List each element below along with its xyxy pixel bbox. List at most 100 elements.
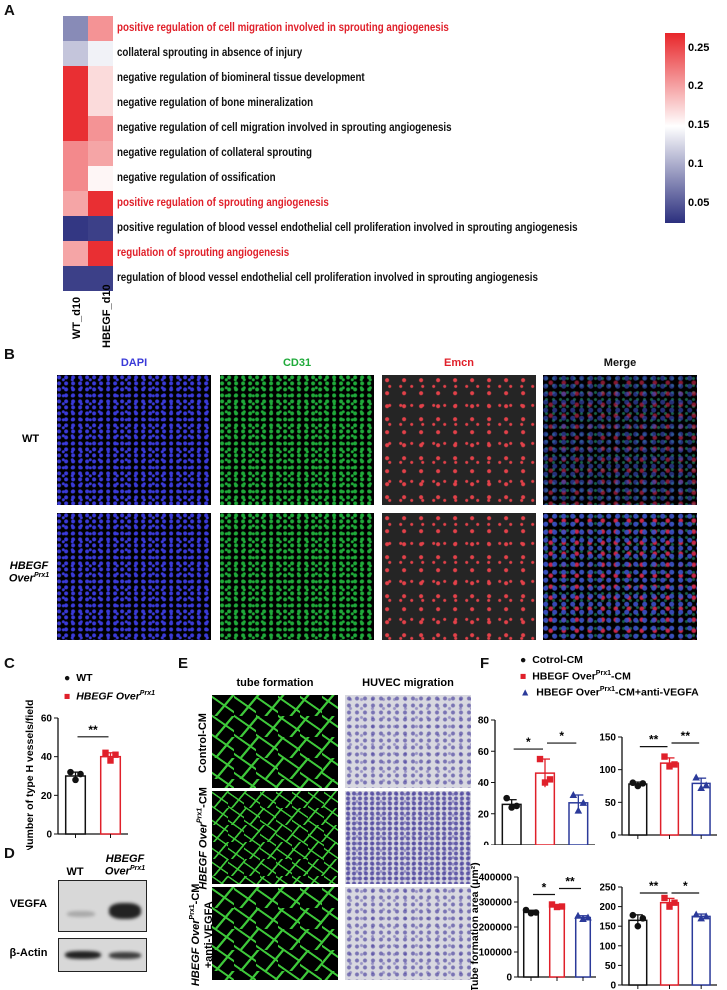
legend-label: -CM (610, 670, 631, 683)
heatmap-cell (63, 266, 88, 291)
significance-label: ** (681, 729, 691, 743)
data-point (532, 909, 540, 916)
panel-label-a: A (4, 2, 15, 19)
triangle-marker-icon: ▲ (520, 686, 537, 699)
western-blot-vegfa (58, 880, 147, 932)
panel-label-f: F (480, 655, 490, 672)
heatmap-column-label: WT_d10 (71, 296, 83, 340)
data-point (77, 770, 84, 778)
legend-label: Cotrol-CM (532, 654, 583, 666)
blot-band (109, 903, 141, 919)
heatmap-cell (63, 41, 88, 66)
heatmap-row-label: negative regulation of ossification (117, 172, 276, 184)
blot-band (67, 911, 95, 917)
heatmap-cell (63, 141, 88, 166)
y-tick-label: 60 (478, 747, 490, 758)
heatmap-cell (88, 166, 113, 191)
data-point (579, 798, 588, 806)
data-point (702, 781, 710, 789)
migration-image (345, 791, 471, 884)
row-label-control: Control-CM (197, 713, 209, 773)
data-point (629, 779, 637, 787)
micrograph-merge (543, 513, 697, 640)
legend-item: ▲ HBEGF OverPrx1-CM+anti-VEGFA (520, 686, 699, 699)
row-label-hbegf-anti-vegfa: HBEGF OverPrx1-CM +anti-VEGFA (186, 860, 216, 990)
data-point (574, 806, 583, 814)
data-point (513, 802, 520, 810)
y-tick-label: 150 (600, 733, 616, 744)
tube-formation-image (212, 695, 338, 788)
colorbar-tick: 0.15 (688, 119, 710, 132)
circle-marker-icon: ● (520, 654, 533, 666)
bar-chart-migrated-cells: 050100150200250Migrated cells/field*** (600, 879, 717, 990)
panel-label-b: B (4, 346, 15, 363)
column-header: tube formation (236, 677, 314, 689)
data-point (634, 922, 642, 930)
heatmap-row-label: positive regulation of cell migration in… (117, 22, 449, 34)
data-point (639, 915, 647, 922)
data-point (666, 763, 673, 770)
bar (548, 905, 566, 978)
y-tick-label: 20 (478, 809, 490, 820)
y-tick-label: 200 (600, 902, 616, 913)
label-sup: Prx1 (189, 904, 197, 920)
row-label-hbegf: HBEGF OverPrx1 (4, 560, 54, 585)
migration-image (345, 887, 471, 980)
data-point (639, 780, 647, 787)
significance-label: * (526, 735, 531, 749)
heatmap-row-label: negative regulation of biomineral tissue… (117, 72, 365, 84)
channel-header: Emcn (444, 357, 474, 369)
data-point (546, 776, 554, 783)
bar (659, 762, 680, 836)
data-point (671, 899, 678, 906)
data-point (569, 791, 578, 798)
legend-item: ■ HBEGF OverPrx1-CM (520, 670, 631, 683)
y-tick-label: 0 (610, 981, 616, 990)
western-blot-actin (58, 938, 147, 972)
heatmap-cell (63, 16, 88, 41)
heatmap-cell (88, 116, 113, 141)
heatmap-row-label: positive regulation of blood vessel endo… (117, 222, 578, 234)
heatmap-cell (88, 16, 113, 41)
legend-item: ● Cotrol-CM (520, 654, 583, 666)
data-point (553, 903, 561, 911)
heatmap-row-label: regulation of sprouting angiogenesis (117, 247, 290, 259)
y-tick-label: 200000 (479, 923, 513, 934)
bar (522, 911, 540, 978)
heatmap-cell (63, 166, 88, 191)
heatmap-cell (88, 191, 113, 216)
bar (628, 783, 648, 836)
significance-label: ** (565, 875, 575, 889)
migration-image (345, 695, 471, 788)
legend-label: HBEGF Over (532, 670, 596, 683)
data-point (527, 909, 535, 917)
label-text: +anti-VEGFA (202, 901, 215, 969)
y-tick-label: 60 (41, 714, 53, 725)
channel-header: CD31 (282, 357, 312, 369)
y-tick-label: 20 (41, 791, 53, 802)
tube-formation-image (212, 887, 338, 980)
y-tick-label: 100 (600, 941, 616, 952)
significance-label: ** (649, 879, 659, 893)
y-tick-label: 0 (483, 841, 489, 846)
heatmap-cell (63, 241, 88, 266)
y-tick-label: 0 (506, 973, 512, 984)
lane-label-hbegf: HBEGF OverPrx1 (100, 853, 150, 878)
data-point (671, 761, 678, 768)
data-point (508, 804, 515, 811)
data-point (72, 776, 79, 784)
data-point (697, 783, 705, 791)
label-text: Over (8, 572, 34, 585)
channel-header: DAPI (120, 357, 148, 369)
data-point (584, 913, 592, 921)
data-point (503, 794, 510, 802)
significance-label: * (542, 881, 547, 895)
legend-label: WT (76, 672, 93, 684)
y-tick-label: 50 (605, 961, 617, 972)
heatmap-cell (63, 66, 88, 91)
label-sup: Prx1 (196, 807, 204, 823)
heatmap-cell (63, 191, 88, 216)
blot-band (109, 952, 141, 959)
legend-sup: Prx1 (595, 670, 611, 677)
